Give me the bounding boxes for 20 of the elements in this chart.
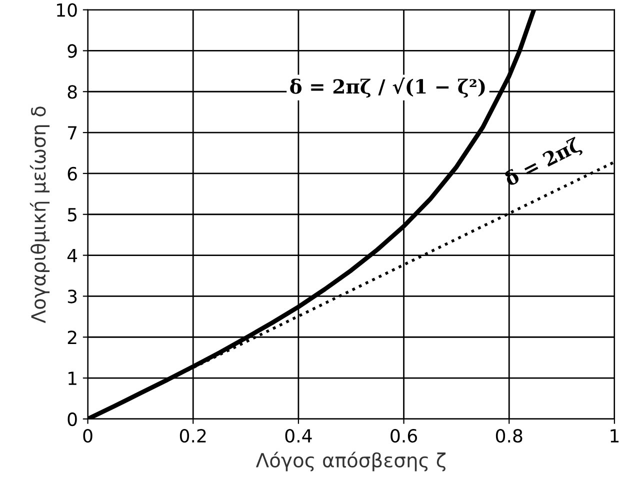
y-tick-label: 5: [68, 208, 76, 222]
x-axis-title: Λόγος απόσβεσης ζ: [256, 452, 446, 472]
x-tick-label: 1: [610, 429, 619, 442]
x-tick-label: 0.4: [285, 428, 312, 443]
y-tick-label: 9: [68, 44, 77, 58]
y-tick-label: 6: [68, 166, 77, 181]
y-tick-label: 2: [68, 330, 76, 344]
y-tick-label: 3: [68, 290, 77, 304]
y-tick-label: 4: [67, 248, 78, 262]
y-tick-label: 1: [68, 372, 76, 385]
x-tick-label: 0.8: [496, 428, 522, 443]
y-tick-label: 8: [68, 85, 77, 99]
x-tick-label: 0.6: [390, 428, 418, 443]
y-tick-label: 0: [68, 412, 77, 426]
annotation: δ = 2πζ / √(1 − ζ²): [290, 77, 485, 98]
y-tick-label: 10: [57, 3, 77, 17]
y-axis-title: Λογαριθμική μείωση δ: [30, 106, 50, 324]
x-tick-label: 0.2: [180, 428, 206, 443]
x-tick-label: 0: [83, 428, 92, 443]
y-tick-label: 7: [68, 126, 77, 140]
